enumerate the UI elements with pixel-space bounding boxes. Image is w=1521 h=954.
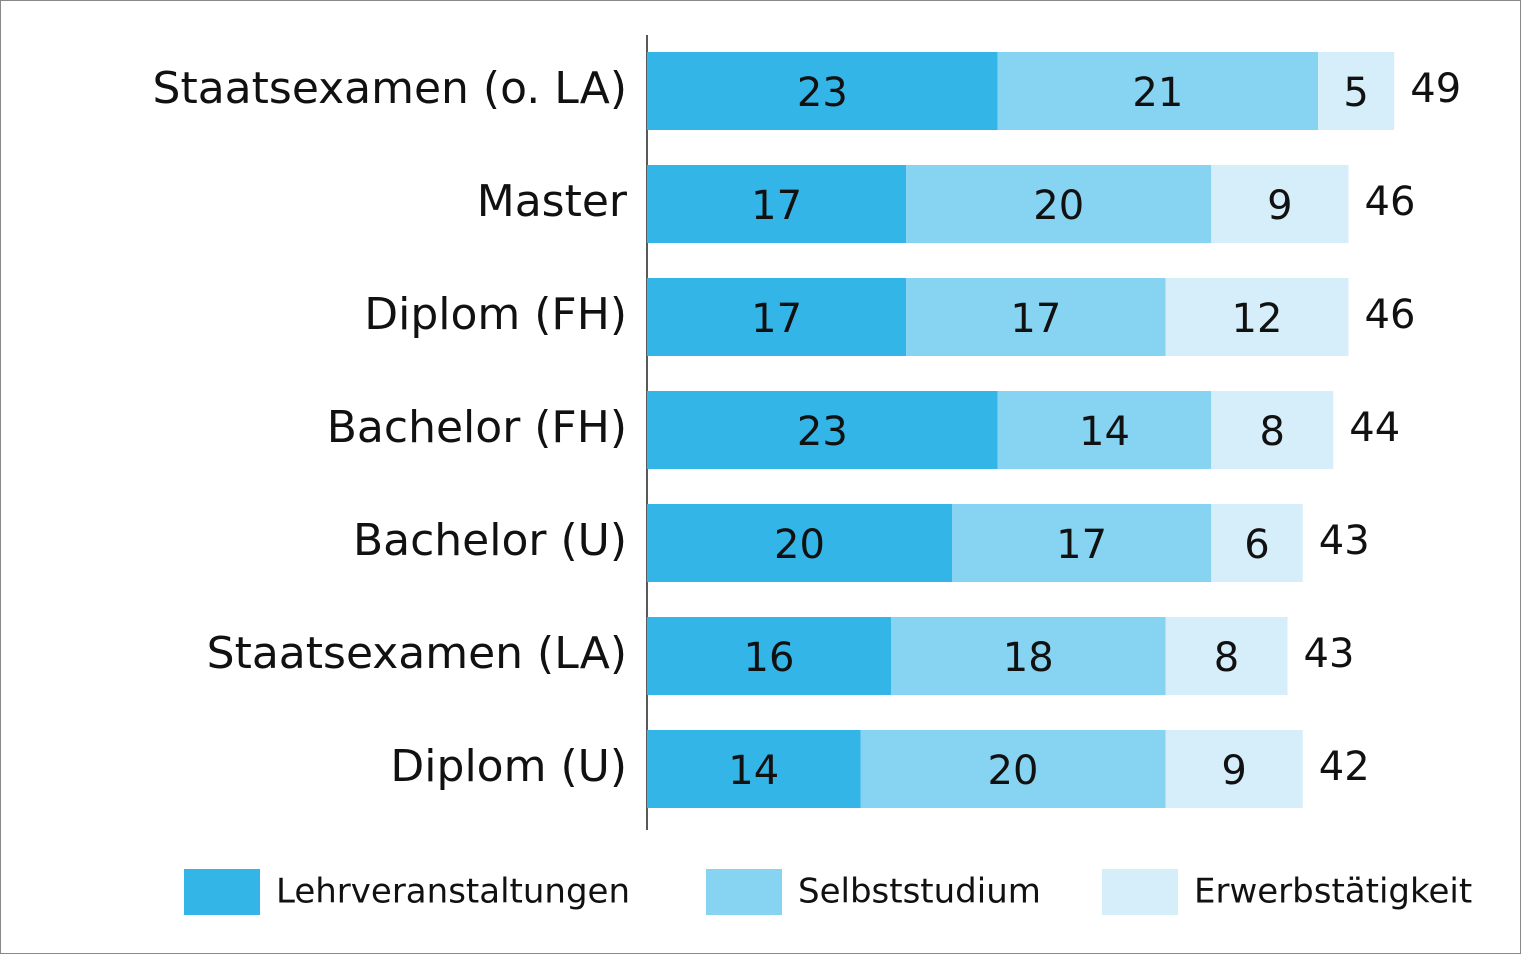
bar-segment: [997, 391, 1212, 469]
bar-segment: [647, 504, 952, 582]
legend-swatch: [706, 869, 782, 915]
value-label: 16: [744, 635, 795, 681]
category-label: Bachelor (U): [353, 515, 627, 566]
total-label: 43: [1304, 631, 1355, 677]
bar-segment: [647, 730, 861, 808]
value-label: 8: [1214, 635, 1239, 681]
value-label: 17: [751, 296, 802, 342]
legend-label: Selbststudium: [798, 872, 1041, 912]
bar-segment: [647, 391, 998, 469]
category-label: Staatsexamen (LA): [207, 628, 627, 679]
bar-segment: [1165, 617, 1288, 695]
value-label: 20: [1033, 183, 1084, 229]
category-label: Diplom (U): [390, 741, 627, 792]
bar-segment: [1165, 730, 1303, 808]
category-label: Diplom (FH): [364, 289, 627, 340]
total-label: 42: [1319, 744, 1370, 790]
value-label: 8: [1260, 409, 1285, 455]
total-label: 46: [1365, 292, 1416, 338]
bar-segment: [647, 278, 907, 356]
bar-segment: [1165, 278, 1349, 356]
bar-segment: [1211, 391, 1334, 469]
value-label: 6: [1244, 522, 1269, 568]
total-label: 46: [1365, 179, 1416, 225]
bar-segment: [860, 730, 1166, 808]
value-label: 23: [797, 409, 848, 455]
total-label: 49: [1410, 66, 1461, 112]
value-label: 9: [1267, 183, 1292, 229]
category-label: Staatsexamen (o. LA): [153, 63, 627, 114]
legend-label: Lehrveranstaltungen: [276, 872, 630, 912]
category-label: Master: [477, 176, 628, 227]
total-label: 44: [1349, 405, 1400, 451]
bar-segment: [997, 52, 1318, 130]
value-label: 20: [774, 522, 825, 568]
bar-segment: [647, 165, 907, 243]
value-label: 17: [751, 183, 802, 229]
value-label: 12: [1232, 296, 1283, 342]
value-label: 18: [1003, 635, 1054, 681]
value-label: 14: [728, 748, 779, 794]
legend-label: Erwerbstätigkeit: [1194, 872, 1472, 912]
bar-segment: [647, 617, 891, 695]
bar-segment: [1211, 165, 1349, 243]
bar-segment: [647, 52, 998, 130]
value-label: 14: [1079, 409, 1130, 455]
value-label: 5: [1343, 70, 1368, 116]
value-label: 21: [1132, 70, 1183, 116]
value-label: 23: [797, 70, 848, 116]
value-label: 9: [1221, 748, 1246, 794]
legend-swatch: [1102, 869, 1178, 915]
value-label: 20: [988, 748, 1039, 794]
value-label: 17: [1010, 296, 1061, 342]
category-label: Bachelor (FH): [327, 402, 627, 453]
legend-swatch: [184, 869, 260, 915]
bar-segment: [1318, 52, 1395, 130]
bar-segment: [891, 617, 1166, 695]
bar-segment: [906, 278, 1166, 356]
bar-segment: [1211, 504, 1303, 582]
value-label: 17: [1056, 522, 1107, 568]
bar-segment: [906, 165, 1212, 243]
bar-segment: [952, 504, 1212, 582]
total-label: 43: [1319, 518, 1370, 564]
